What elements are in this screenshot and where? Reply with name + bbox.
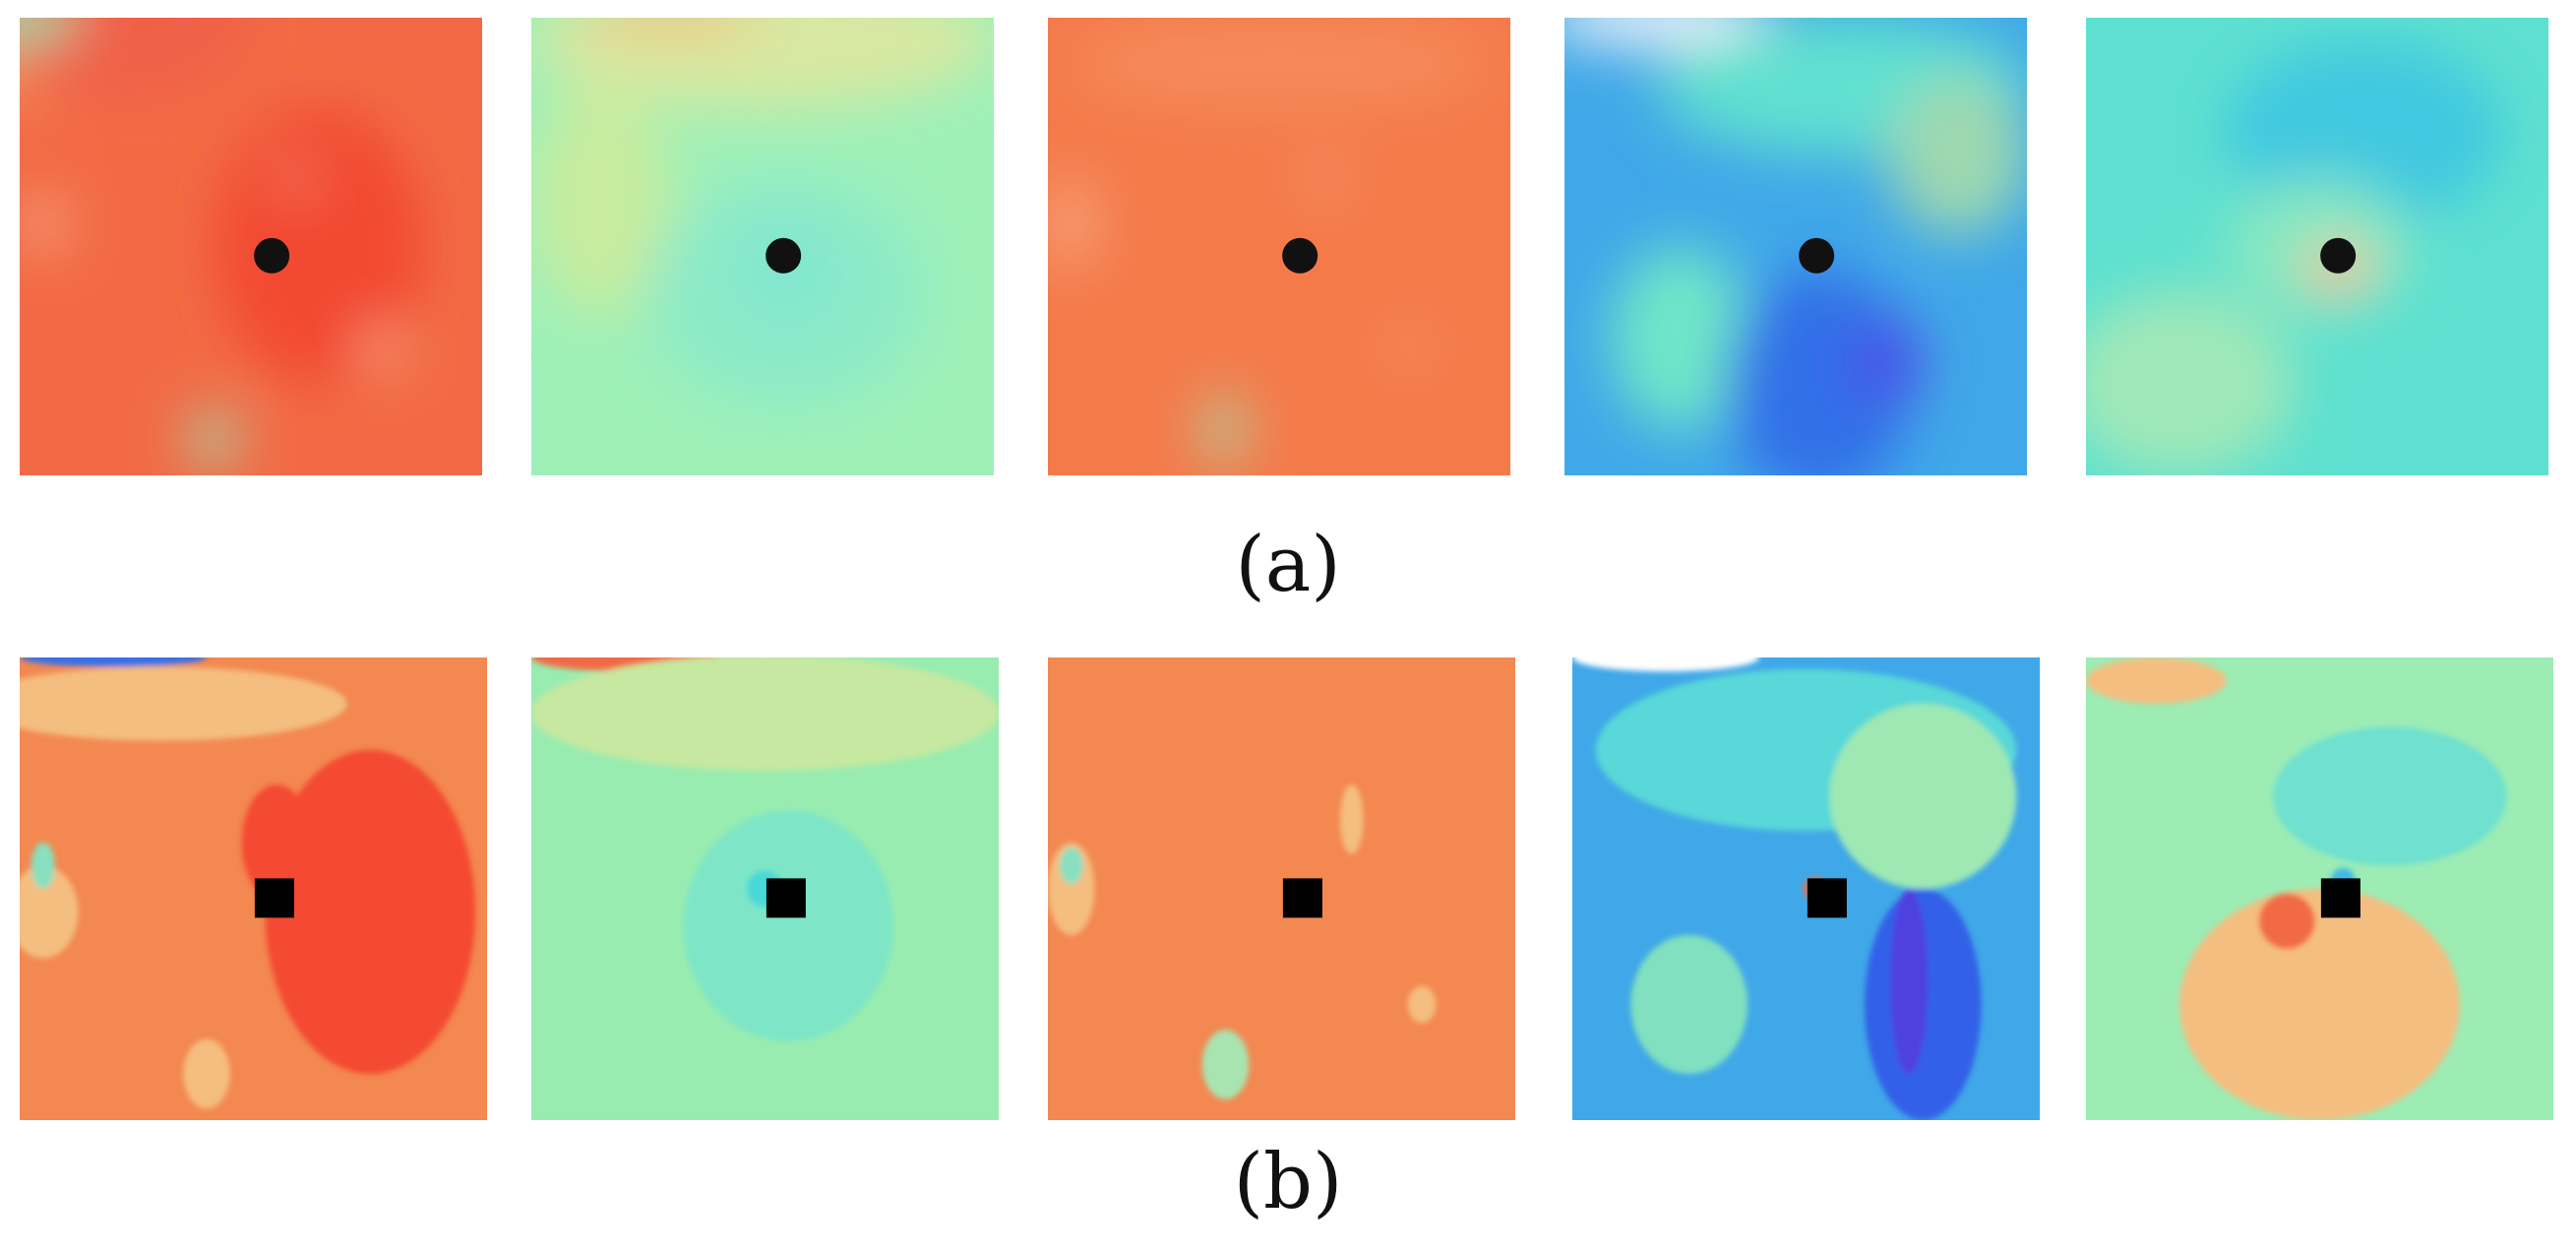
- heatmap-region: [241, 784, 312, 901]
- heatmap-region: [578, 18, 763, 31]
- heatmap-panel-b-3: [1048, 657, 1515, 1120]
- heatmap-region: [31, 843, 55, 889]
- heatmap-region: [531, 86, 670, 316]
- heatmap-region: [20, 18, 251, 98]
- center-marker: [254, 237, 290, 274]
- center-marker: [766, 878, 806, 918]
- heatmap-panel-a-2: [531, 18, 994, 475]
- heatmap-region: [1726, 269, 1912, 475]
- heatmap-region: [1071, 18, 1488, 109]
- heatmap-region: [24, 196, 62, 252]
- heatmap-panel-b-5: [2086, 657, 2553, 1120]
- heatmap-region: [2225, 177, 2410, 316]
- heatmap-panel-a-1: [20, 18, 482, 475]
- heatmap-region: [1407, 985, 1437, 1024]
- caption-b: (b): [1233, 1138, 1343, 1226]
- heatmap-region: [1314, 155, 1337, 201]
- heatmap-region: [683, 810, 894, 1042]
- heatmap-panel-a-3: [1048, 18, 1510, 475]
- heatmap-region: [190, 410, 237, 467]
- heatmap-region: [1890, 889, 1928, 1074]
- heatmap-region: [531, 657, 999, 772]
- heatmap-region: [2273, 726, 2507, 866]
- center-marker: [1807, 878, 1847, 918]
- heatmap-region: [1204, 395, 1243, 465]
- center-marker: [2320, 878, 2361, 918]
- heatmap-region: [20, 865, 79, 959]
- heatmap-region: [20, 657, 207, 667]
- heatmap-region: [1630, 935, 1748, 1074]
- center-marker: [1282, 878, 1322, 918]
- heatmap-region: [531, 18, 994, 109]
- heatmap-region: [2258, 893, 2315, 950]
- heatmap-region: [2086, 657, 2227, 704]
- heatmap-region: [285, 166, 309, 190]
- center-marker: [2320, 237, 2357, 274]
- heatmap-panel-b-4: [1572, 657, 2040, 1120]
- heatmap-region: [1611, 246, 1749, 430]
- center-marker: [254, 878, 294, 918]
- heatmap-region: [2179, 889, 2460, 1120]
- figure-row-b: [0, 640, 2576, 1252]
- heatmap-region: [1201, 1030, 1250, 1099]
- figure-row-a: [20, 18, 2548, 475]
- heatmap-region: [1059, 846, 1083, 885]
- center-marker: [766, 237, 802, 274]
- heatmap-region: [1048, 177, 1094, 270]
- heatmap-region: [1853, 315, 1924, 407]
- center-marker: [1282, 237, 1319, 274]
- heatmap-region: [20, 666, 347, 741]
- heatmap-region: [1339, 784, 1364, 854]
- heatmap-region: [1829, 704, 2017, 889]
- heatmap-panel-a-5: [2086, 18, 2548, 475]
- heatmap-panel-a-4: [1564, 18, 2027, 475]
- heatmap-background: [1048, 657, 1515, 1120]
- caption-a: (a): [1235, 521, 1341, 609]
- heatmap-region: [361, 329, 399, 366]
- heatmap-region: [1572, 657, 1759, 672]
- heatmap-region: [20, 18, 78, 41]
- heatmap-region: [1394, 333, 1423, 361]
- heatmap-region: [215, 109, 425, 384]
- heatmap-region: [1888, 75, 2027, 235]
- heatmap-region: [183, 1038, 230, 1109]
- heatmap-region: [265, 750, 476, 1074]
- heatmap-region: [2225, 40, 2502, 224]
- center-marker: [1799, 237, 1835, 274]
- heatmap-panel-b-1: [20, 657, 487, 1120]
- heatmap-panel-b-2: [531, 657, 999, 1120]
- heatmap-region: [2086, 292, 2295, 475]
